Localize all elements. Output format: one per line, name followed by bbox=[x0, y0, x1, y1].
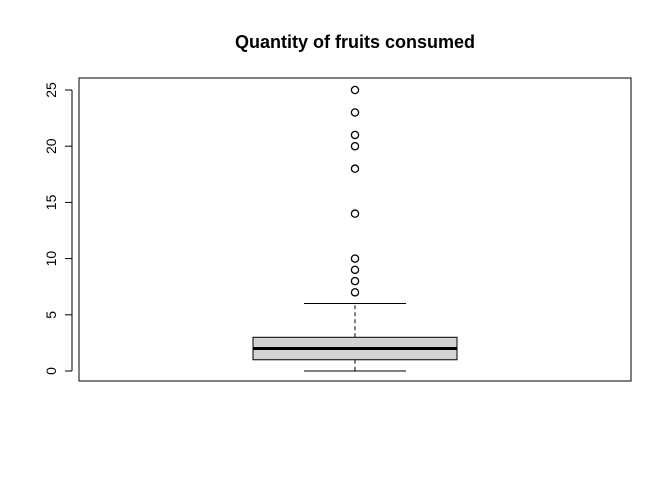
outlier-point-20 bbox=[350, 141, 360, 151]
plot-frame bbox=[78, 77, 632, 382]
outlier-point-8 bbox=[350, 276, 360, 286]
y-tick-label-10: 10 bbox=[43, 251, 59, 267]
y-tick-label-5: 5 bbox=[43, 311, 59, 319]
y-tick-label-20: 20 bbox=[43, 138, 59, 154]
outlier-point-25 bbox=[350, 85, 360, 95]
outlier-point-18 bbox=[350, 164, 360, 173]
chart-title: Quantity of fruits consumed bbox=[235, 32, 475, 52]
outlier-point-14 bbox=[350, 209, 360, 218]
y-axis-ticks: 0 5 10 15 20 25 bbox=[43, 82, 72, 375]
outlier-point-7 bbox=[350, 288, 360, 297]
y-tick-label-0: 0 bbox=[43, 367, 59, 375]
outlier-point-23 bbox=[350, 108, 360, 117]
y-tick-label-25: 25 bbox=[43, 82, 59, 98]
outlier-point-9 bbox=[350, 265, 360, 275]
outlier-point-21 bbox=[350, 130, 360, 140]
outlier-point-10 bbox=[350, 254, 360, 263]
box-plot bbox=[252, 303, 458, 372]
y-tick-label-15: 15 bbox=[43, 194, 59, 210]
outlier-points bbox=[350, 85, 360, 297]
